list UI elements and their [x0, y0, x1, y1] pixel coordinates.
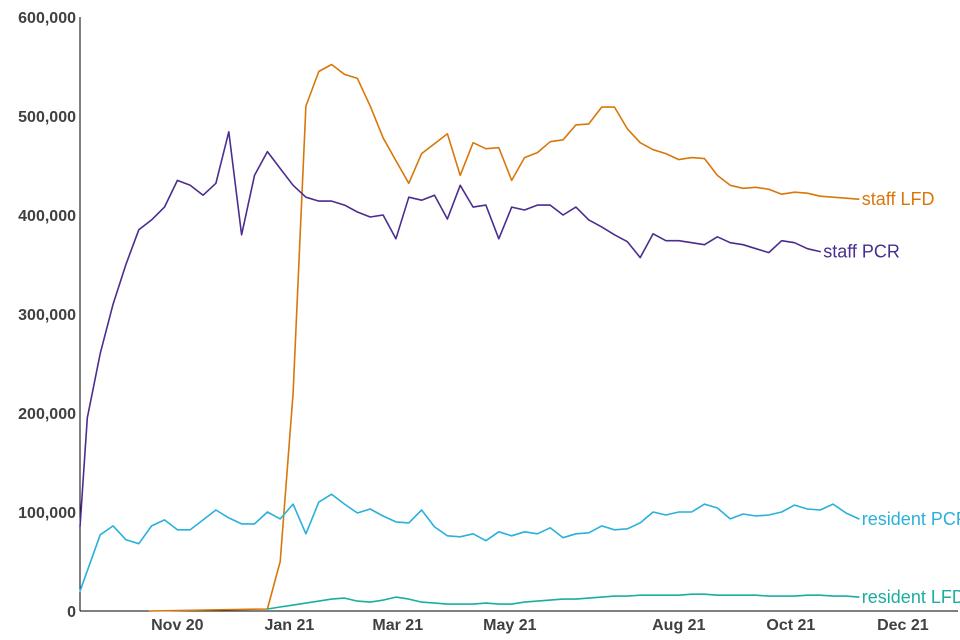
- y-tick-label: 600,000: [18, 10, 76, 27]
- x-tick-label: Oct 21: [766, 617, 815, 634]
- x-tick-labels: Nov 20 Jan 21 Mar 21 May 21 Aug 21 Oct 21 Dec …: [151, 617, 929, 634]
- y-tick-label: 200,000: [18, 406, 76, 423]
- y-axis: 0 100,000 200,000 300,000 400,000 500,000 600,…: [18, 10, 81, 621]
- y-tick-label: 400,000: [18, 208, 76, 225]
- x-tick-label: Dec 21: [877, 617, 929, 634]
- x-tick-label: May 21: [483, 617, 536, 634]
- y-tick-label: 300,000: [18, 307, 76, 324]
- series-label-resident-pcr: resident PCR: [862, 509, 960, 529]
- x-axis: Nov 20 Jan 21 Mar 21 May 21 Aug 21 Oct 21 Dec …: [80, 610, 958, 634]
- series-label-staff-pcr: staff PCR: [823, 242, 900, 262]
- x-tick-label: Aug 21: [652, 617, 705, 634]
- x-tick-label: Mar 21: [372, 617, 423, 634]
- series-label-resident-lfd: resident LFD: [862, 587, 960, 607]
- series-lines: [79, 63, 860, 612]
- series-line-resident-lfd: [266, 593, 860, 610]
- y-tick-label: 100,000: [18, 505, 76, 522]
- x-tick-label: Nov 20: [151, 617, 204, 634]
- series-line-resident-pcr: [79, 493, 860, 593]
- x-tick-label: Jan 21: [264, 617, 314, 634]
- series-line-staff-pcr: [79, 131, 822, 528]
- y-tick-labels: 0 100,000 200,000 300,000 400,000 500,000 600,…: [18, 10, 76, 621]
- y-tick-label: 0: [67, 604, 76, 621]
- series-label-staff-lfd: staff LFD: [862, 189, 935, 209]
- series-line-staff-lfd: [149, 63, 860, 612]
- series-labels: staff LFD staff PCR resident PCR resident L…: [823, 189, 960, 607]
- y-tick-label: 500,000: [18, 109, 76, 126]
